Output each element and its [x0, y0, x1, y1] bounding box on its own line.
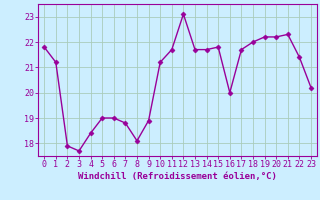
X-axis label: Windchill (Refroidissement éolien,°C): Windchill (Refroidissement éolien,°C)	[78, 172, 277, 181]
